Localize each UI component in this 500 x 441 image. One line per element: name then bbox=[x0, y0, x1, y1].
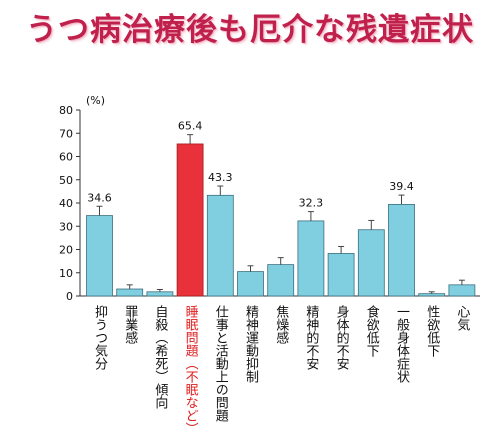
category-label: 心気 bbox=[454, 305, 470, 332]
bar bbox=[388, 203, 415, 297]
bar bbox=[116, 288, 144, 297]
bar bbox=[146, 291, 174, 297]
bar bbox=[448, 284, 476, 297]
bar bbox=[327, 253, 355, 297]
y-tick-label: 30 bbox=[59, 220, 73, 233]
data-label: 39.4 bbox=[389, 180, 414, 193]
category-label: 一般身体症状 bbox=[394, 305, 410, 383]
category-label: 焦燥感 bbox=[273, 305, 289, 344]
bar bbox=[237, 271, 264, 297]
data-label: 34.6 bbox=[87, 191, 112, 204]
y-tick-label: 70 bbox=[59, 127, 73, 140]
bar bbox=[357, 229, 385, 297]
category-label: 性欲低下 bbox=[424, 305, 440, 357]
category-label: 精神運動抑制 bbox=[243, 305, 259, 383]
data-label: 32.3 bbox=[299, 197, 324, 210]
category-label: 抑うつ気分 bbox=[92, 305, 108, 371]
data-label: 43.3 bbox=[208, 171, 233, 184]
category-label: 仕事と活動上の問題 bbox=[213, 305, 229, 423]
bar bbox=[297, 220, 325, 297]
y-tick-label: 60 bbox=[59, 151, 73, 164]
y-tick-label: 20 bbox=[59, 244, 73, 257]
y-tick-label: 40 bbox=[59, 197, 73, 210]
bar bbox=[267, 264, 295, 297]
category-label: 食欲低下 bbox=[364, 304, 380, 357]
category-label: 自殺（希死）傾向 bbox=[152, 305, 168, 409]
y-tick-label: 10 bbox=[59, 267, 73, 280]
bar bbox=[86, 215, 113, 297]
bar bbox=[418, 293, 446, 297]
category-label: 睡眠問題（不眠など） bbox=[183, 305, 199, 435]
bar bbox=[176, 143, 204, 297]
category-label: 精神的不安 bbox=[303, 305, 319, 370]
category-label: 身体的不安 bbox=[334, 304, 350, 370]
data-label: 65.4 bbox=[178, 120, 203, 133]
y-tick-label: 50 bbox=[59, 174, 73, 187]
y-tick-label: 80 bbox=[59, 104, 73, 117]
y-tick-label: 0 bbox=[66, 290, 73, 303]
title-container: うつ病治療後も厄介な残遺症状 bbox=[0, 4, 500, 49]
y-unit-label: (%) bbox=[86, 94, 105, 107]
bar bbox=[206, 194, 234, 297]
category-label: 罪業感 bbox=[122, 305, 138, 344]
chart-title: うつ病治療後も厄介な残遺症状 bbox=[26, 12, 474, 48]
